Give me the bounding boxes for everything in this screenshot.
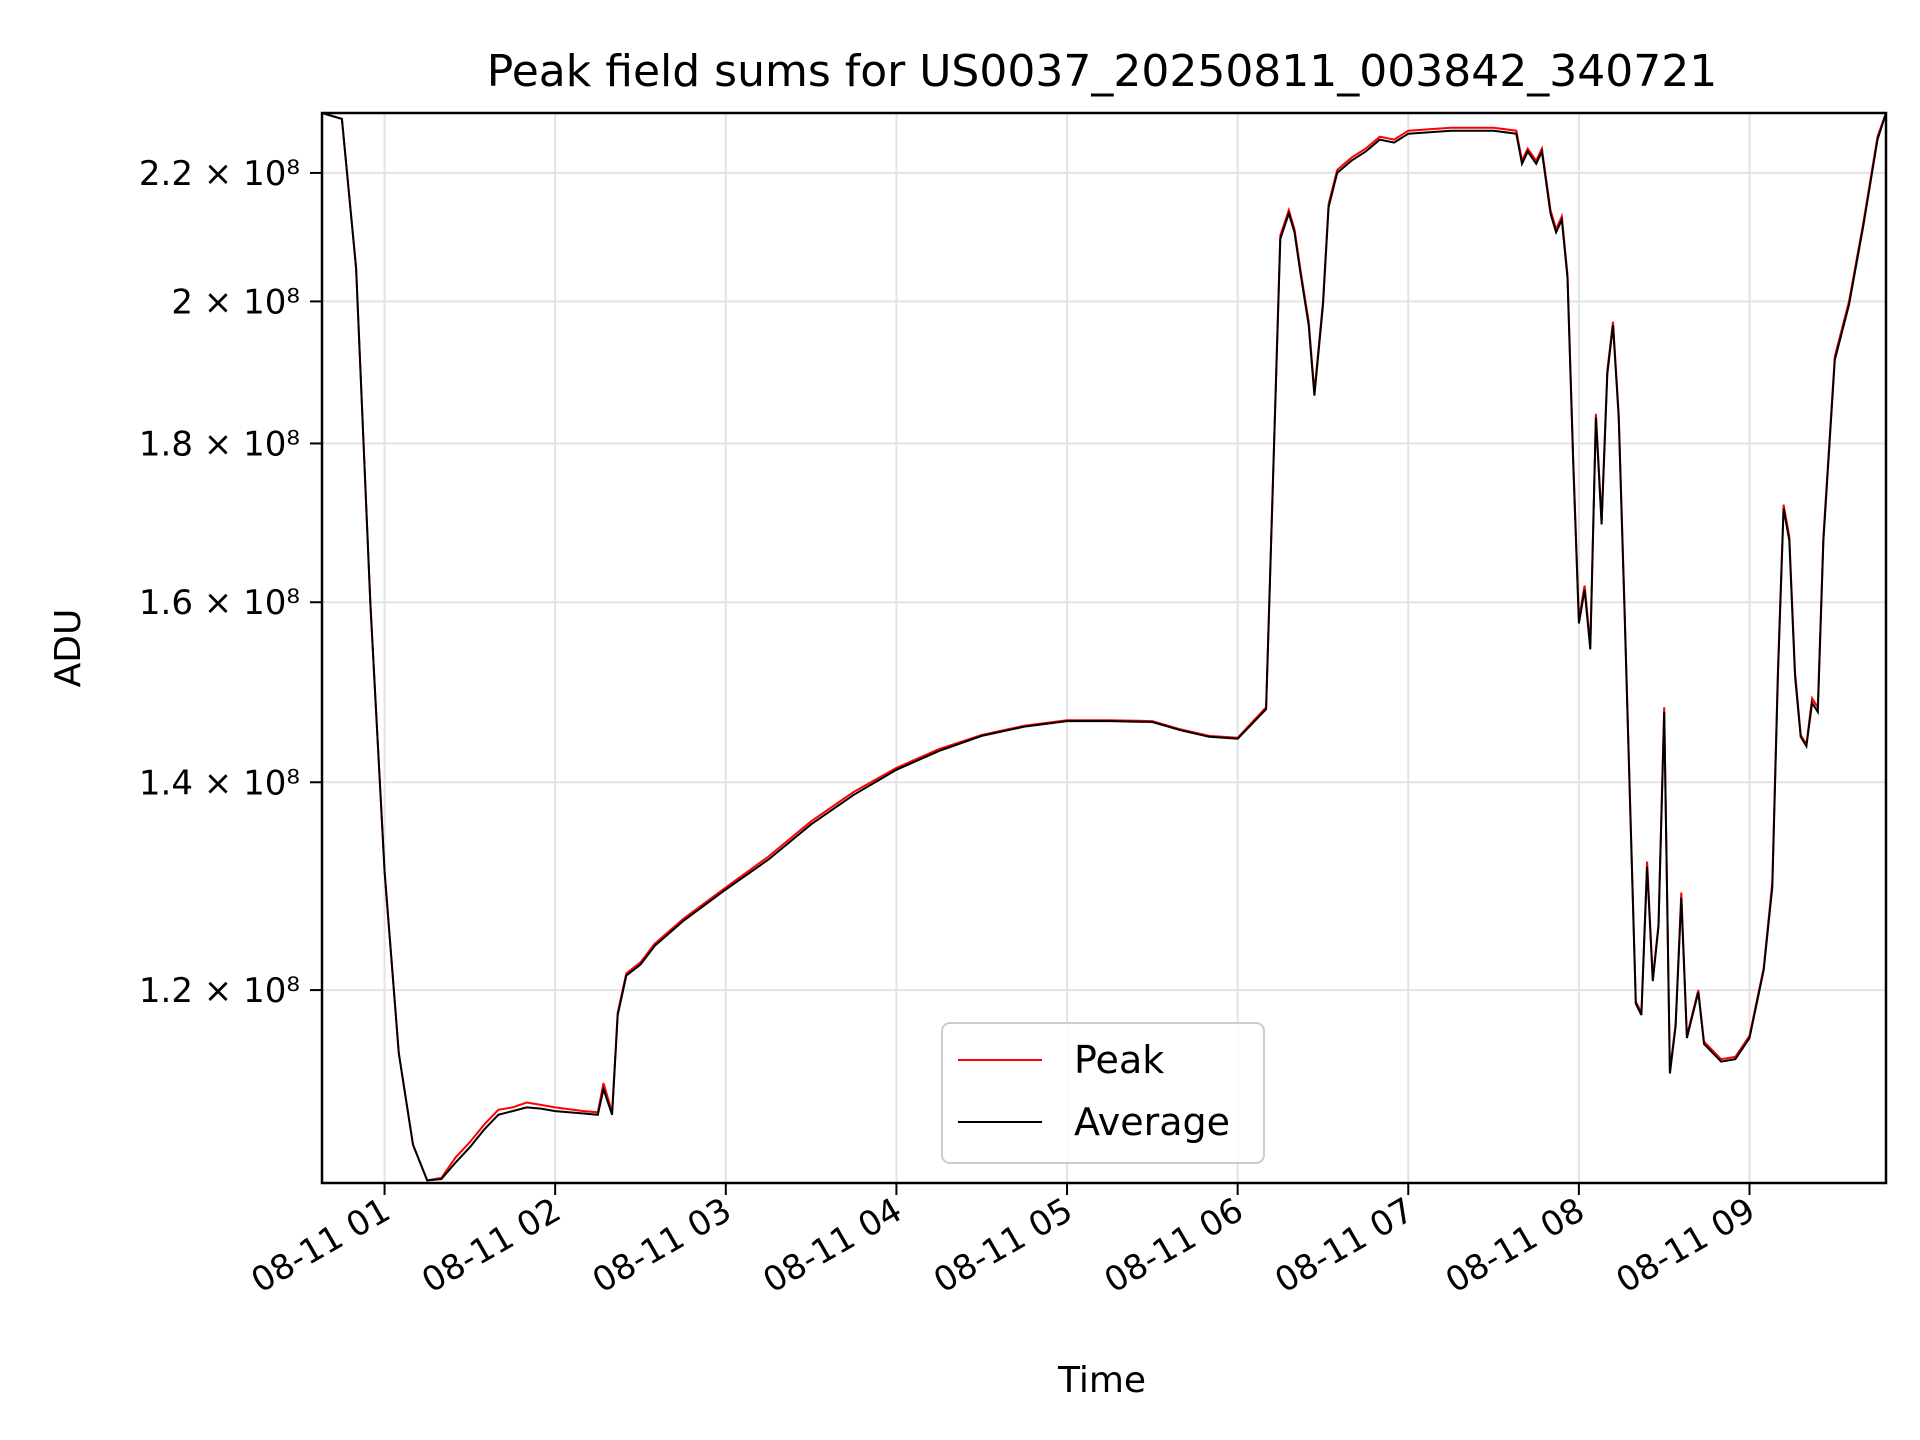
y-tick-label: 2.2 × 10⁸ xyxy=(139,154,300,194)
y-tick-label: 1.8 × 10⁸ xyxy=(139,424,300,464)
legend-box xyxy=(941,1022,1265,1164)
grid-lines xyxy=(322,113,1886,1183)
y-tick-label: 1.4 × 10⁸ xyxy=(139,763,300,803)
y-tick-label: 2 × 10⁸ xyxy=(171,282,300,322)
legend: Peak Average xyxy=(941,1022,1265,1164)
y-axis-label: ADU xyxy=(48,609,89,688)
chart-title: Peak field sums for US0037_20250811_0038… xyxy=(487,46,1717,97)
legend-label-peak: Peak xyxy=(1074,1038,1164,1082)
plot-series xyxy=(321,112,1887,1182)
y-axis-ticks: 1.2 × 10⁸ 1.4 × 10⁸ 1.6 × 10⁸ 1.8 × 10⁸ 2 × … xyxy=(139,154,322,1011)
y-tick-label: 1.2 × 10⁸ xyxy=(139,971,300,1011)
legend-label-average: Average xyxy=(1074,1100,1230,1144)
plot-frame xyxy=(320,111,1888,1185)
x-axis-label: Time xyxy=(1057,1360,1146,1401)
y-tick-label: 1.6 × 10⁸ xyxy=(139,583,300,623)
series-line-average xyxy=(321,112,1887,1182)
